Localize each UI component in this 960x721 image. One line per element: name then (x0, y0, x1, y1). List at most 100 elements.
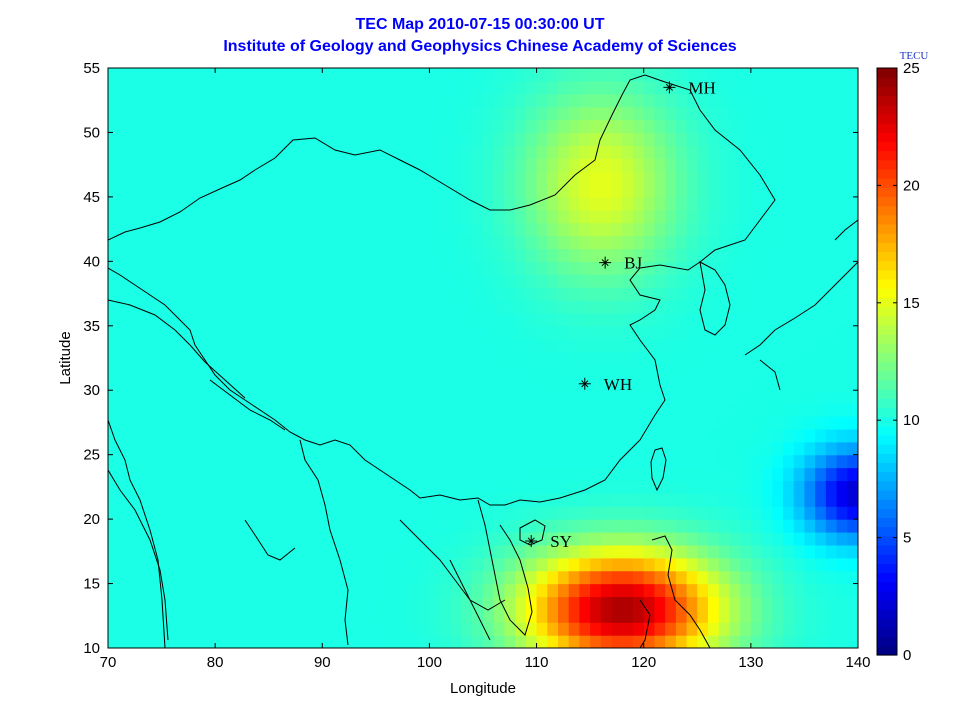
heatmap-cell (397, 235, 409, 250)
colorbar-segment (877, 645, 897, 656)
heatmap-cell (750, 312, 763, 327)
heatmap-cell (729, 570, 741, 585)
heatmap-cell (740, 428, 752, 443)
heatmap-cell (515, 519, 527, 533)
heatmap-cell (300, 441, 313, 456)
heatmap-cell (418, 325, 431, 340)
heatmap-cell (408, 609, 420, 623)
heatmap-cell (450, 222, 463, 237)
heatmap-cell (333, 68, 345, 82)
y-tick-label: 55 (83, 60, 100, 77)
heatmap-cell (525, 261, 538, 275)
heatmap-cell (183, 635, 195, 648)
heatmap-cell (429, 609, 441, 623)
heatmap-cell (375, 519, 388, 533)
heatmap-cell (193, 364, 206, 378)
heatmap-cell (397, 312, 409, 327)
heatmap-cell (547, 480, 559, 494)
heatmap-cell (333, 622, 345, 636)
heatmap-cell (815, 106, 827, 121)
heatmap-cell (718, 557, 731, 572)
heatmap-cell (740, 158, 752, 172)
heatmap-cell (429, 467, 441, 482)
heatmap-cell (493, 519, 506, 533)
heatmap-cell (729, 132, 741, 146)
heatmap-cell (172, 93, 184, 108)
heatmap-cell (375, 338, 388, 353)
heatmap-cell (761, 119, 773, 134)
heatmap-cell (579, 467, 591, 482)
heatmap-cell (354, 635, 366, 648)
colorbar-segment (877, 434, 897, 445)
heatmap-cell (504, 222, 516, 237)
heatmap-cell (322, 493, 334, 507)
heatmap-cell (172, 261, 184, 275)
heatmap-cell (579, 287, 591, 301)
heatmap-cell (215, 325, 227, 340)
heatmap-cell (504, 416, 516, 430)
heatmap-cell (247, 570, 259, 585)
heatmap-cell (343, 506, 356, 520)
heatmap-cell (129, 338, 141, 353)
heatmap-cell (504, 544, 516, 559)
heatmap-cell (504, 467, 516, 482)
heatmap-cell (493, 209, 506, 224)
heatmap-cell (472, 519, 484, 533)
heatmap-cell (225, 441, 238, 456)
heatmap-cell (783, 351, 795, 366)
heatmap-cell (568, 557, 581, 572)
heatmap-cell (633, 364, 645, 378)
heatmap-cell (793, 609, 806, 623)
heatmap-cell (825, 119, 838, 134)
heatmap-cell (236, 390, 248, 404)
heatmap-cell (311, 377, 323, 391)
heatmap-cell (225, 158, 238, 172)
heatmap-cell (579, 416, 591, 430)
heatmap-cell (536, 248, 548, 262)
heatmap-cell (836, 570, 848, 585)
heatmap-cell (343, 171, 356, 185)
heatmap-cell (686, 184, 698, 198)
heatmap-cell (450, 416, 463, 430)
heatmap-cell (483, 583, 495, 598)
heatmap-cell (418, 635, 431, 648)
colorbar-segment (877, 416, 897, 427)
heatmap-cell (193, 132, 206, 146)
heatmap-cell (397, 80, 409, 95)
heatmap-cell (108, 416, 120, 430)
heatmap-cell (204, 287, 216, 301)
heatmap-cell (279, 171, 291, 185)
heatmap-cell (483, 171, 495, 185)
heatmap-cell (236, 454, 248, 469)
heatmap-cell (450, 506, 463, 520)
heatmap-cell (804, 119, 816, 134)
heatmap-cell (772, 300, 784, 314)
heatmap-cell (515, 68, 527, 82)
heatmap-cell (815, 506, 827, 520)
heatmap-cell (386, 325, 398, 340)
heatmap-cell (472, 557, 484, 572)
heatmap-cell (140, 158, 152, 172)
heatmap-cell (333, 635, 345, 648)
heatmap-cell (558, 132, 570, 146)
heatmap-cell (675, 454, 688, 469)
heatmap-cell (504, 312, 516, 327)
heatmap-cell (740, 519, 752, 533)
heatmap-cell (440, 403, 452, 417)
heatmap-cell (836, 557, 848, 572)
heatmap-cell (311, 622, 323, 636)
heatmap-cell (718, 119, 731, 134)
heatmap-cell (815, 300, 827, 314)
heatmap-cell (290, 145, 302, 159)
heatmap-cell (322, 403, 334, 417)
heatmap-cell (525, 222, 538, 237)
heatmap-cell (129, 544, 141, 559)
heatmap-cell (761, 390, 773, 404)
heatmap-cell (590, 364, 602, 378)
heatmap-cell (354, 171, 366, 185)
heatmap-cell (204, 248, 216, 262)
heatmap-cell (440, 196, 452, 211)
heatmap-cell (408, 570, 420, 585)
heatmap-cell (258, 312, 270, 327)
heatmap-cell (172, 583, 184, 598)
